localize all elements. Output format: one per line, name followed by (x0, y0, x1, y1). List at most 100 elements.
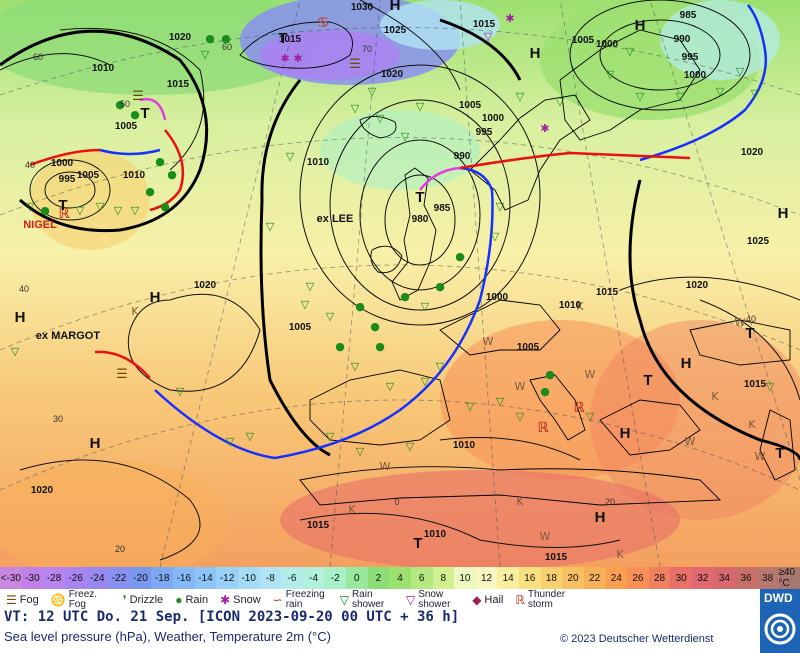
weather-symbol-item: ● Rain (175, 594, 208, 606)
temperature-legend-cell: -18 (151, 567, 173, 589)
temperature-legend-cell: 30 (670, 567, 692, 589)
temperature-legend-cell: -10 (237, 567, 260, 589)
svg-text:K: K (348, 503, 356, 516)
svg-text:●: ● (355, 300, 365, 313)
pressure-center: H (15, 309, 26, 326)
svg-text:▽: ▽ (436, 360, 445, 373)
isobar-label: 985 (680, 10, 697, 21)
svg-text:▽: ▽ (96, 200, 105, 213)
svg-text:▽: ▽ (26, 200, 35, 213)
svg-text:●: ● (40, 204, 50, 217)
temperature-legend-cell: 8 (432, 567, 455, 589)
isobar-label: 1025 (384, 25, 407, 36)
storm-name: ex LEE (317, 213, 354, 225)
svg-text:▽: ▽ (466, 400, 475, 413)
temperature-legend-cell: -20 (129, 567, 152, 589)
isobar-label: 1010 (559, 300, 582, 311)
temperature-legend-cell: 6 (410, 567, 433, 589)
pressure-center: T (413, 535, 422, 552)
svg-text:▽: ▽ (386, 380, 395, 393)
svg-text:▽: ▽ (496, 200, 505, 213)
temperature-legend-cell: -28 (43, 567, 65, 589)
temperature-legend-cell: -30 (21, 567, 44, 589)
storm-names: NIGEL ex LEE ex MARGOT (23, 213, 353, 342)
svg-text:▽: ▽ (246, 430, 255, 443)
svg-text:▽: ▽ (356, 445, 365, 458)
svg-text:☰: ☰ (349, 57, 361, 72)
svg-text:✱: ✱ (540, 122, 549, 135)
weather-symbol-item: ❜ Drizzle (122, 593, 164, 607)
temperature-contour-labels: 60 60 50 40 40 30 20 0 20 40 70 (19, 42, 756, 554)
pressure-center: T (643, 372, 652, 389)
svg-text:▽: ▽ (11, 345, 20, 358)
svg-text:▽: ▽ (326, 430, 335, 443)
svg-text:●: ● (335, 340, 345, 353)
svg-text:W: W (380, 460, 391, 473)
isobar-label: 1005 (115, 121, 138, 132)
isobar-label: 1005 (517, 342, 540, 353)
svg-text:▽: ▽ (176, 385, 185, 398)
fog-symbols: ☰ ☰ ☰ (116, 57, 361, 382)
temperature-legend-cell: -12 (216, 567, 238, 589)
temperature-legend-cell: -22 (108, 567, 130, 589)
graticule (0, 0, 800, 567)
pressure-center: T (415, 189, 424, 206)
svg-text:▽: ▽ (606, 68, 615, 81)
weather-symbol-icon: ❜ (122, 593, 127, 607)
isobar-label: 1020 (194, 280, 217, 291)
temperature-label: 0 (394, 497, 399, 507)
snow-symbols: ✱ ▽ ✱ ✱ ✱ (280, 12, 549, 135)
svg-text:K: K (516, 495, 524, 508)
isobar-label: 1015 (596, 287, 619, 298)
svg-text:●: ● (375, 340, 385, 353)
temperature-legend-cell: 34 (713, 567, 736, 589)
isobar-label: 1015 (167, 79, 190, 90)
pressure-center: H (530, 45, 541, 62)
temperature-legend-cell: 0 (346, 567, 368, 589)
svg-text:▽: ▽ (226, 435, 235, 448)
isobar-label: 990 (674, 34, 691, 45)
isobar-label: 1010 (424, 529, 447, 540)
temperature-legend-cell: -8 (259, 567, 282, 589)
svg-text:W: W (540, 530, 551, 543)
temperature-legend-cell: <-30 (0, 567, 22, 589)
svg-text:▽: ▽ (286, 150, 295, 163)
isobar-label: 1000 (596, 39, 619, 50)
svg-text:K: K (616, 548, 624, 561)
svg-text:▽: ▽ (201, 48, 210, 61)
weather-symbol-label: Thunder storm (527, 589, 566, 610)
isobar-label: 1020 (31, 485, 54, 496)
temperature-label: 40 (746, 314, 756, 324)
svg-text:▽: ▽ (586, 410, 595, 423)
svg-text:▽: ▽ (421, 375, 430, 388)
temperature-label: 30 (53, 414, 63, 424)
valid-time: VT: 12 UTC Do. 21 Sep. [ICON 2023-09-20 … (4, 609, 460, 625)
temperature-legend-cell: 26 (627, 567, 649, 589)
svg-text:▽: ▽ (676, 90, 685, 103)
weather-symbol-item: ▽ Rain shower (340, 590, 394, 610)
svg-text:▽: ▽ (301, 298, 310, 311)
weather-symbol-icon: ℝ (515, 593, 525, 607)
temperature-legend-cell: 2 (367, 567, 390, 589)
isobar-label: 1000 (482, 113, 505, 124)
svg-text:▽: ▽ (351, 102, 360, 115)
storm-name: ex MARGOT (36, 330, 100, 342)
isobar-label: 1005 (289, 322, 312, 333)
wind-labels: K W W W W W K K W K W K W K K (131, 300, 765, 561)
isobar-label: 1000 (486, 292, 509, 303)
weather-symbol-item: ∽ Freezing rain (273, 590, 328, 610)
svg-text:▽: ▽ (766, 380, 775, 393)
occluded-front (139, 97, 461, 191)
pressure-center: H (90, 435, 101, 452)
warm-front (29, 129, 691, 379)
weather-symbol-label: Rain shower (351, 589, 385, 610)
temperature-legend-cell: 28 (648, 567, 671, 589)
temperature-legend-cell: 20 (562, 567, 584, 589)
weather-symbol-item: ◆ Hail (472, 594, 503, 606)
svg-text:W: W (515, 380, 526, 393)
thick-isobars (0, 18, 800, 461)
svg-text:▽: ▽ (484, 30, 493, 43)
isobar-label: 1015 (279, 34, 302, 45)
isobar-label: 1000 (51, 158, 74, 169)
